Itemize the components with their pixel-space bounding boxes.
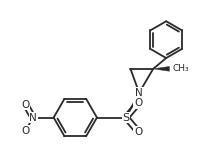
Text: O: O: [134, 127, 142, 137]
Text: N: N: [29, 113, 37, 122]
Text: O: O: [134, 98, 142, 109]
Polygon shape: [153, 67, 169, 71]
Text: S: S: [123, 113, 130, 122]
Text: O: O: [21, 100, 30, 110]
Text: O: O: [21, 125, 30, 136]
Text: N: N: [135, 88, 143, 98]
Text: CH₃: CH₃: [172, 64, 189, 73]
